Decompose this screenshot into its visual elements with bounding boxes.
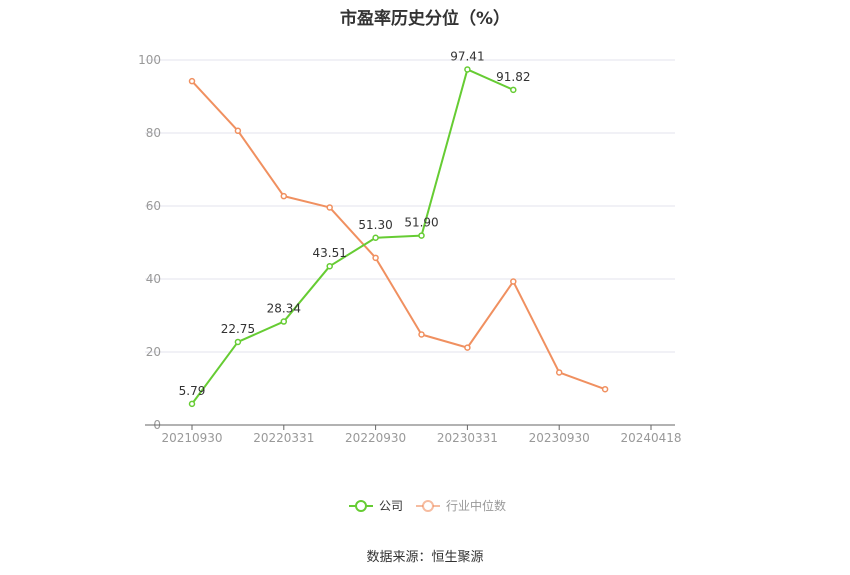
- series-company: [188, 66, 517, 408]
- data-label: 5.79: [179, 384, 206, 398]
- data-point: [372, 234, 379, 242]
- x-tick-label: 20210930: [161, 431, 222, 445]
- data-label: 91.82: [496, 70, 530, 84]
- x-axis: [145, 424, 675, 430]
- chart-title: 市盈率历史分位（%）: [339, 9, 511, 29]
- data-point: [510, 278, 517, 285]
- data-point: [188, 77, 196, 85]
- x-tick-label: 20220331: [253, 431, 314, 445]
- data-label: 51.90: [404, 216, 438, 230]
- data-point: [555, 369, 563, 376]
- data-label: 43.51: [313, 246, 347, 260]
- y-tick-label: 40: [146, 272, 161, 286]
- data-point: [418, 232, 425, 239]
- legend-item-industry-median: 行业中位数: [416, 498, 506, 513]
- data-label: 28.34: [267, 302, 301, 316]
- data-point: [464, 344, 471, 351]
- data-point: [326, 204, 333, 211]
- series-group: [188, 66, 609, 408]
- x-tick-label: 20230930: [529, 431, 590, 445]
- x-tick-label: 20230331: [437, 431, 498, 445]
- x-axis-tick-labels: 20210930 20220331 20220930 20230331 20230930…: [161, 431, 681, 445]
- data-point: [418, 331, 425, 338]
- grid-lines: [145, 59, 675, 353]
- legend-marker-icon: [355, 500, 367, 512]
- data-point: [234, 338, 242, 346]
- data-point: [280, 318, 288, 325]
- data-point: [510, 86, 517, 94]
- legend-label: 行业中位数: [446, 498, 506, 513]
- data-source-note: 数据来源：恒生聚源: [366, 550, 484, 565]
- legend-marker-icon: [422, 500, 434, 512]
- data-point: [326, 262, 333, 270]
- x-tick-label: 20220930: [345, 431, 406, 445]
- y-tick-label: 100: [138, 53, 161, 67]
- data-label: 97.41: [450, 49, 484, 63]
- legend-label: 公司: [379, 499, 403, 513]
- series-industry-median: [188, 77, 609, 393]
- data-point: [372, 254, 379, 262]
- x-tick-label: 20240418: [620, 431, 681, 445]
- y-tick-label: 60: [146, 199, 161, 213]
- legend: 公司 行业中位数: [349, 498, 506, 513]
- y-tick-label: 20: [146, 345, 161, 359]
- y-tick-label: 80: [146, 126, 161, 140]
- data-point: [234, 127, 242, 135]
- data-point: [601, 385, 609, 393]
- legend-item-company: 公司: [349, 499, 403, 513]
- data-labels: 5.79 22.75 28.34 43.51 51.30 51.90 97.41 91.82: [179, 49, 531, 397]
- data-point: [464, 66, 471, 73]
- series-line: [191, 80, 606, 391]
- series-line: [191, 68, 514, 405]
- data-point: [280, 192, 288, 200]
- data-point: [188, 400, 196, 408]
- data-label: 51.30: [358, 218, 392, 232]
- data-label: 22.75: [221, 322, 255, 336]
